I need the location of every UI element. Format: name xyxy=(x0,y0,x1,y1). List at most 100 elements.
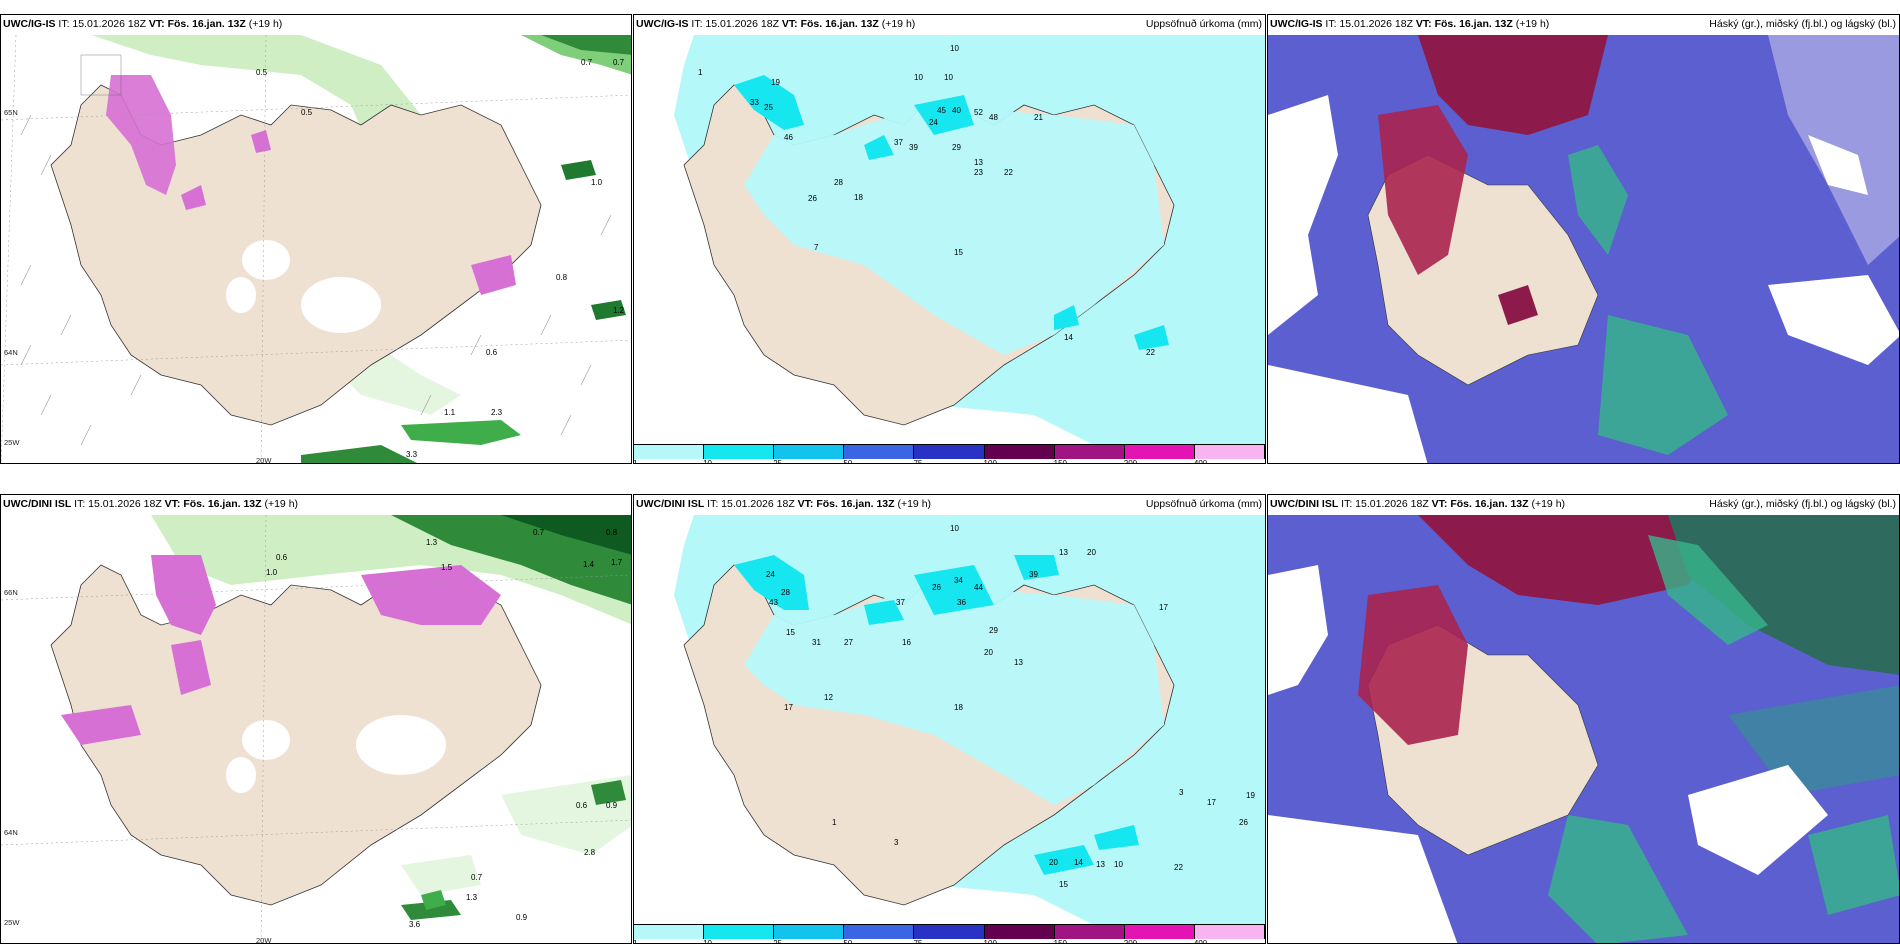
svg-text:1.5: 1.5 xyxy=(441,563,453,572)
svg-text:19: 19 xyxy=(1246,791,1255,800)
svg-text:14: 14 xyxy=(1064,333,1073,342)
svg-text:29: 29 xyxy=(989,626,998,635)
svg-text:12: 12 xyxy=(824,693,833,702)
svg-text:20W: 20W xyxy=(256,456,272,464)
svg-text:21: 21 xyxy=(1034,113,1043,122)
colorbar-cell: 150 xyxy=(1054,445,1125,463)
svg-text:1.0: 1.0 xyxy=(591,178,603,187)
svg-text:52: 52 xyxy=(974,108,983,117)
panel-right-title: Háský (gr.), miðský (fj.bl.) og lágský (… xyxy=(1709,18,1896,30)
colorbar-cell: 200 xyxy=(1124,445,1195,463)
panel-dini-clouds: UWC/DINI ISL IT: 15.01.2026 18Z VT: Fös.… xyxy=(1267,494,1900,944)
svg-text:45: 45 xyxy=(937,106,946,115)
svg-text:28: 28 xyxy=(834,178,843,187)
colorbar-cell: 10 xyxy=(703,445,775,463)
svg-text:10: 10 xyxy=(914,73,923,82)
svg-text:0.7: 0.7 xyxy=(613,58,625,67)
svg-text:66N: 66N xyxy=(4,588,18,597)
panel-title: UWC/IG-IS IT: 15.01.2026 18Z VT: Fös. 16… xyxy=(1270,18,1550,30)
svg-text:20: 20 xyxy=(1049,858,1058,867)
panel-ig-is-clouds: UWC/IG-IS IT: 15.01.2026 18Z VT: Fös. 16… xyxy=(1267,14,1900,464)
svg-text:1: 1 xyxy=(698,68,703,77)
colorbar-cell: 400 xyxy=(1194,925,1265,943)
panel-ig-is-precip: UWC/IG-IS IT: 15.01.2026 18Z VT: Fös. 16… xyxy=(633,14,1266,464)
colorbar-cell: 200 xyxy=(1124,925,1195,943)
svg-text:40: 40 xyxy=(952,106,961,115)
svg-text:48: 48 xyxy=(989,113,998,122)
colorbar-cell: 100 xyxy=(984,445,1055,463)
svg-text:3: 3 xyxy=(1179,788,1184,797)
svg-text:20: 20 xyxy=(984,648,993,657)
colorbar-cell: 150 xyxy=(1054,925,1125,943)
panel-title: UWC/IG-IS IT: 15.01.2026 18Z VT: Fös. 16… xyxy=(636,18,916,30)
svg-text:27: 27 xyxy=(844,638,853,647)
svg-text:18: 18 xyxy=(854,193,863,202)
svg-text:1.3: 1.3 xyxy=(466,893,478,902)
svg-text:22: 22 xyxy=(1004,168,1013,177)
panel-ig-is-wind: UWC/IG-IS IT: 15.01.2026 18Z VT: Fös. 16… xyxy=(0,14,632,464)
svg-text:22: 22 xyxy=(1146,348,1155,357)
svg-text:25W: 25W xyxy=(4,918,20,927)
svg-text:64N: 64N xyxy=(4,828,18,837)
svg-text:0.8: 0.8 xyxy=(556,273,568,282)
svg-text:10: 10 xyxy=(944,73,953,82)
panel-title: UWC/DINI ISL IT: 15.01.2026 18Z VT: Fös.… xyxy=(3,498,299,510)
colorbar-cell: 25 xyxy=(773,445,845,463)
svg-text:24: 24 xyxy=(929,118,938,127)
colorbar-cell: 50 xyxy=(843,925,915,943)
colorbar-cell: 50 xyxy=(843,445,915,463)
svg-text:15: 15 xyxy=(954,248,963,257)
panel-right-title: Uppsöfnuð úrkoma (mm) xyxy=(1145,498,1262,510)
wind-precip-map: 65N 64N 25W 20W 0.5 0.7 0.7 0.5 1.0 0.8 … xyxy=(1,35,631,464)
svg-text:43: 43 xyxy=(769,598,778,607)
panel-dini-precip: UWC/DINI ISL IT: 15.01.2026 18Z VT: Fös.… xyxy=(633,494,1266,944)
svg-text:17: 17 xyxy=(784,703,793,712)
colorbar-cell: 400 xyxy=(1194,445,1265,463)
colorbar-cell: 75 xyxy=(913,445,985,463)
svg-text:31: 31 xyxy=(812,638,821,647)
svg-text:29: 29 xyxy=(952,143,961,152)
svg-text:36: 36 xyxy=(957,598,966,607)
svg-text:20W: 20W xyxy=(256,936,272,944)
svg-text:46: 46 xyxy=(784,133,793,142)
svg-text:65N: 65N xyxy=(4,108,18,117)
svg-text:37: 37 xyxy=(896,598,905,607)
colorbar-cell: 75 xyxy=(913,925,985,943)
svg-text:25: 25 xyxy=(764,103,773,112)
svg-text:13: 13 xyxy=(1059,548,1068,557)
precip-map: 1 10 10 19 33 25 46 10 37 39 24 45 40 52… xyxy=(634,35,1265,445)
precip-map: 10 13 20 39 24 43 28 34 37 44 26 36 27 1… xyxy=(634,515,1265,925)
svg-text:16: 16 xyxy=(902,638,911,647)
svg-text:33: 33 xyxy=(750,98,759,107)
panel-title: UWC/IG-IS IT: 15.01.2026 18Z VT: Fös. 16… xyxy=(3,18,283,30)
svg-text:24: 24 xyxy=(766,570,775,579)
svg-text:3: 3 xyxy=(894,838,899,847)
svg-text:10: 10 xyxy=(950,44,959,53)
svg-text:1.4: 1.4 xyxy=(583,560,595,569)
svg-text:2.3: 2.3 xyxy=(491,408,503,417)
svg-text:34: 34 xyxy=(954,576,963,585)
svg-text:0.8: 0.8 xyxy=(606,528,618,537)
precip-colorbar: 1 10 25 50 75 100 150 200 400 xyxy=(634,444,1265,463)
svg-text:0.6: 0.6 xyxy=(486,348,498,357)
svg-text:39: 39 xyxy=(909,143,918,152)
cloud-map xyxy=(1268,515,1899,943)
panel-title: UWC/DINI ISL IT: 15.01.2026 18Z VT: Fös.… xyxy=(1270,498,1566,510)
svg-text:1.7: 1.7 xyxy=(611,558,623,567)
svg-text:18: 18 xyxy=(954,703,963,712)
svg-text:25W: 25W xyxy=(4,438,20,447)
svg-text:1.2: 1.2 xyxy=(613,306,625,315)
colorbar-cell: 1 xyxy=(634,445,705,463)
panel-title: UWC/DINI ISL IT: 15.01.2026 18Z VT: Fös.… xyxy=(636,498,932,510)
svg-text:1.1: 1.1 xyxy=(444,408,456,417)
svg-text:0.5: 0.5 xyxy=(301,108,313,117)
svg-text:0.7: 0.7 xyxy=(471,873,483,882)
svg-text:23: 23 xyxy=(974,168,983,177)
svg-text:26: 26 xyxy=(1239,818,1248,827)
svg-text:1: 1 xyxy=(832,818,837,827)
svg-text:13: 13 xyxy=(1096,860,1105,869)
svg-text:1.3: 1.3 xyxy=(426,538,438,547)
svg-text:0.5: 0.5 xyxy=(256,68,268,77)
svg-text:3.6: 3.6 xyxy=(409,920,421,929)
svg-text:17: 17 xyxy=(1159,603,1168,612)
